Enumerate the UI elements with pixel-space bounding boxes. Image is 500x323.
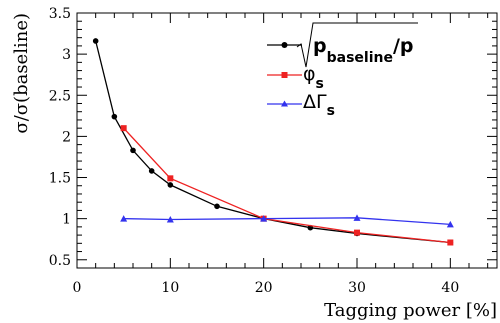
series-layer	[92, 38, 454, 246]
data-point-dg	[120, 215, 128, 222]
data-point-dg	[166, 215, 174, 223]
y-tick-label: 0.5	[49, 253, 71, 269]
data-point-phi	[447, 239, 454, 246]
legend-dg-subscript: s	[327, 103, 335, 119]
y-tick-label: 1	[62, 212, 71, 228]
y-tick-label: 3	[62, 47, 71, 63]
axis-ticks	[76, 12, 497, 268]
legend-marker-dg	[281, 100, 288, 107]
plot-frame	[76, 12, 498, 269]
data-point-dg	[446, 220, 454, 228]
x-tick-label: 40	[441, 280, 459, 296]
x-tick-label: 30	[348, 280, 366, 296]
data-point-sqrt	[92, 38, 99, 44]
y-tick-label: 1.5	[49, 171, 71, 187]
series-line-sqrt	[95, 40, 451, 244]
data-point-sqrt	[130, 147, 136, 154]
legend-marker-sqrt	[281, 42, 288, 48]
legend-dg-main: ΔΓ	[303, 91, 327, 113]
data-point-phi	[354, 229, 360, 236]
legend-sqrt-subscript: baseline	[327, 50, 393, 66]
legend-label-dg: ΔΓs	[303, 91, 335, 119]
legend-phi-subscript: s	[316, 76, 324, 92]
y-tick-label: 3.5	[49, 6, 71, 22]
y-tick-label: 2	[62, 129, 71, 145]
legend-label-phi: φs	[303, 63, 324, 92]
data-point-sqrt	[148, 168, 155, 174]
legend-sqrt-denominator: /p	[393, 35, 414, 57]
legend-phi-main: φ	[303, 63, 316, 85]
x-axis-label: Tagging power [%]	[324, 300, 497, 321]
x-tick-label: 0	[73, 280, 82, 296]
sqrt-sign-icon	[296, 22, 418, 68]
data-point-dg	[260, 215, 268, 222]
legend-marker-phi	[281, 72, 288, 78]
legend-entry-dg: ΔΓs	[267, 91, 335, 119]
data-point-phi	[120, 125, 127, 132]
legend-label-sqrt: pbaseline/p	[313, 35, 414, 66]
legend: pbaseline/p φs ΔΓs	[267, 22, 418, 119]
y-axis-label: σ/σ(baseline)	[11, 13, 32, 134]
legend-sqrt-numerator: p	[313, 35, 327, 57]
x-tick-label: 20	[255, 280, 273, 296]
data-point-sqrt	[214, 203, 220, 210]
legend-entry-phi: φs	[267, 63, 324, 92]
tick-labels: 0 10 20 30 40 0.5 1 1.5 2 2.5 3 3.5	[49, 6, 460, 296]
legend-entry-sqrt: pbaseline/p	[267, 22, 418, 68]
data-point-phi	[167, 175, 174, 182]
data-point-dg	[353, 214, 361, 221]
data-point-sqrt	[111, 113, 118, 120]
x-tick-label: 10	[161, 280, 179, 296]
y-tick-label: 2.5	[49, 88, 71, 104]
data-point-sqrt	[167, 182, 174, 188]
